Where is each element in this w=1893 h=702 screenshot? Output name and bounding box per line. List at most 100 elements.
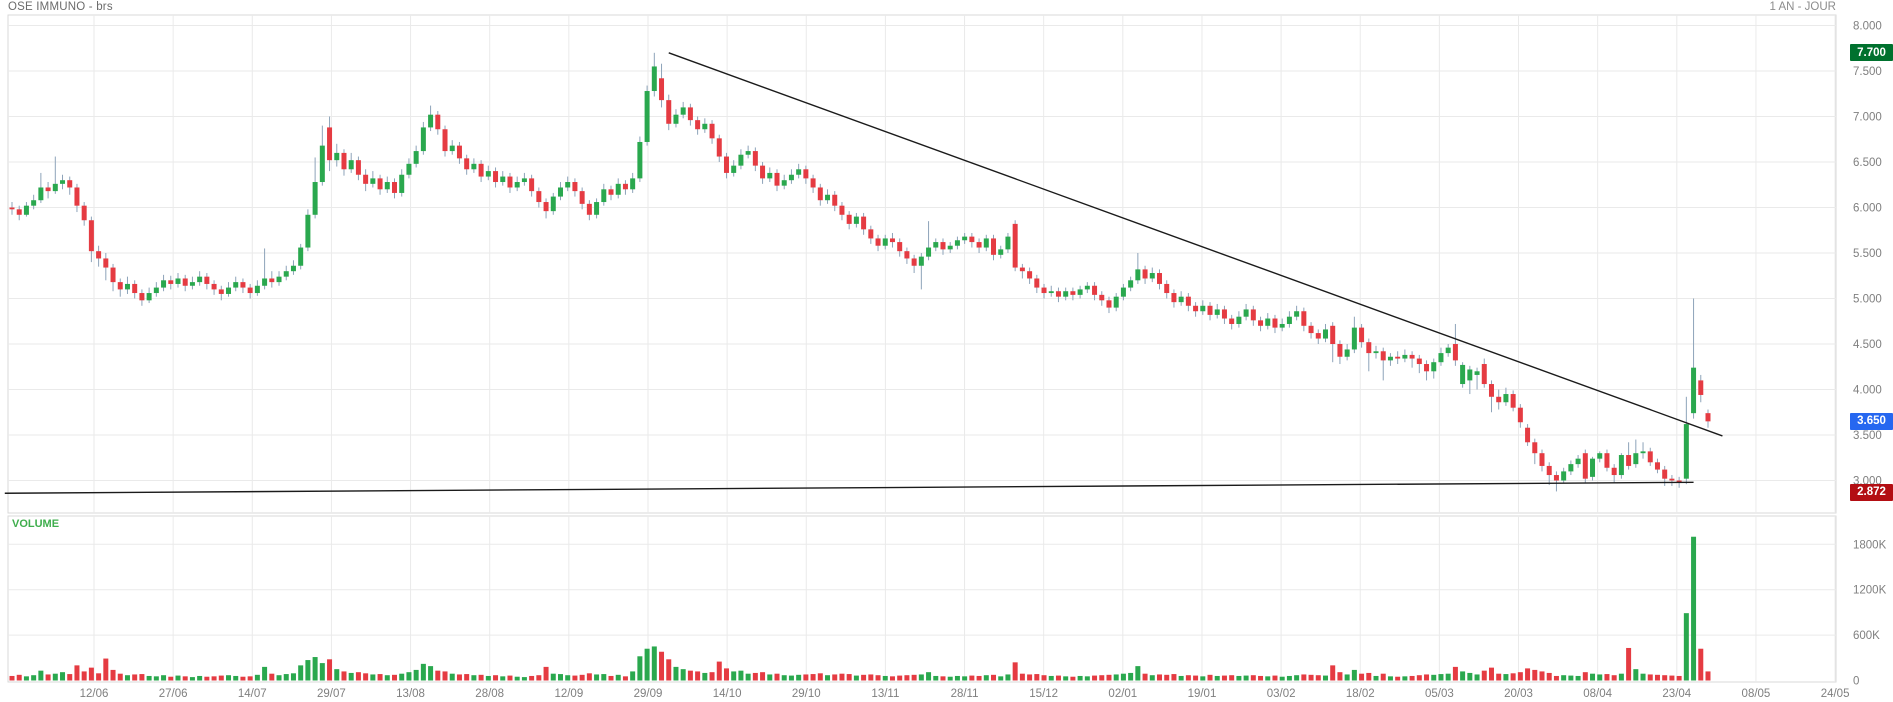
candle-body <box>1243 309 1249 317</box>
volume-bar <box>290 673 296 681</box>
volume-panel-label: VOLUME <box>12 518 60 530</box>
volume-bar <box>1048 675 1054 681</box>
candle-body <box>1445 347 1451 354</box>
volume-bar <box>247 676 253 681</box>
trendline-horizontal-support <box>4 481 1694 494</box>
candle-body <box>377 178 383 190</box>
candle-body <box>262 278 268 286</box>
candle-body <box>1532 442 1538 454</box>
volume-bar <box>933 675 939 681</box>
candle-body <box>1395 356 1401 359</box>
volume-bar <box>1445 673 1451 681</box>
volume-bar <box>1055 675 1061 681</box>
volume-bar <box>1496 673 1502 681</box>
candle-body <box>1474 371 1480 375</box>
volume-bar <box>319 663 325 681</box>
volume-bar <box>413 669 419 681</box>
candle-body <box>197 276 203 283</box>
volume-bar <box>485 675 491 681</box>
volume-bar <box>1041 675 1047 681</box>
volume-bar <box>918 674 924 681</box>
volume-bar <box>1568 675 1574 681</box>
volume-bar <box>543 666 549 681</box>
candle-body <box>557 187 563 197</box>
volume-bar <box>608 675 614 681</box>
volume-bar <box>586 673 592 681</box>
volume-bar <box>428 666 434 681</box>
volume-bar <box>1063 676 1069 681</box>
candle-body <box>1070 291 1076 295</box>
volume-bar <box>1654 674 1660 681</box>
volume-bar <box>103 658 109 681</box>
volume-bar <box>1474 674 1480 681</box>
volume-bar <box>803 674 809 681</box>
candle-body <box>1308 325 1314 334</box>
volume-bar <box>1200 676 1206 681</box>
candle-body <box>1626 455 1632 466</box>
candle-body <box>269 278 275 283</box>
volume-bar <box>110 669 116 681</box>
volume-bar <box>1416 675 1422 681</box>
candle-body <box>825 194 831 201</box>
candle-body <box>991 238 997 255</box>
volume-bar <box>464 674 470 681</box>
volume-bar <box>1424 674 1430 681</box>
candle-body <box>1669 478 1675 481</box>
volume-bar <box>146 675 152 681</box>
volume-bar <box>991 674 997 681</box>
candle-body <box>745 151 751 155</box>
candle-body <box>1546 465 1552 476</box>
volume-bar <box>1611 675 1617 681</box>
volume-bar <box>1157 674 1163 681</box>
candle-body <box>651 66 657 92</box>
candle-body <box>435 114 441 130</box>
date-axis-label: 12/06 <box>80 688 109 700</box>
volume-bar <box>399 673 405 681</box>
volume-bar <box>868 674 874 681</box>
volume-bar <box>182 676 188 681</box>
candle-body <box>1647 451 1653 463</box>
candle-body <box>88 220 94 252</box>
volume-bar <box>514 676 520 681</box>
candle-body <box>1084 285 1090 290</box>
price-axis-label: 7.500 <box>1853 66 1882 78</box>
volume-bar <box>1517 672 1523 681</box>
candle-body <box>1258 320 1264 326</box>
candle-body <box>875 238 881 246</box>
candle-body <box>687 107 693 121</box>
volume-bar <box>240 676 246 681</box>
volume-bar <box>651 646 657 681</box>
volume-bar <box>1395 676 1401 681</box>
price-panel-border <box>7 14 1837 514</box>
volume-bar <box>882 675 888 681</box>
candle-body <box>868 229 874 239</box>
volume-bar <box>1647 674 1653 681</box>
volume-bar <box>767 674 773 681</box>
candle-body <box>1683 424 1689 479</box>
volume-bar <box>23 676 29 681</box>
volume-bar <box>673 666 679 681</box>
candle-body <box>1698 380 1704 395</box>
candle-body <box>962 236 968 241</box>
candle-body <box>168 280 174 284</box>
candle-body <box>247 287 253 294</box>
candle-body <box>67 180 73 188</box>
volume-bar <box>1698 648 1704 681</box>
candle-body <box>399 174 405 193</box>
volume-bar <box>1128 672 1134 681</box>
candle-body <box>1005 236 1011 250</box>
candle-body <box>1359 327 1365 343</box>
date-axis-label: 14/10 <box>713 688 742 700</box>
candle-body <box>976 242 982 248</box>
candle-body <box>312 182 318 215</box>
candle-body <box>1416 358 1422 365</box>
volume-bar <box>630 671 636 681</box>
candle-body <box>738 154 744 166</box>
volume-bar <box>218 675 224 681</box>
volume-bar <box>341 671 347 681</box>
volume-bar <box>817 673 823 681</box>
volume-bar <box>954 675 960 681</box>
date-axis-label: 29/07 <box>317 688 346 700</box>
volume-bar <box>175 675 181 681</box>
